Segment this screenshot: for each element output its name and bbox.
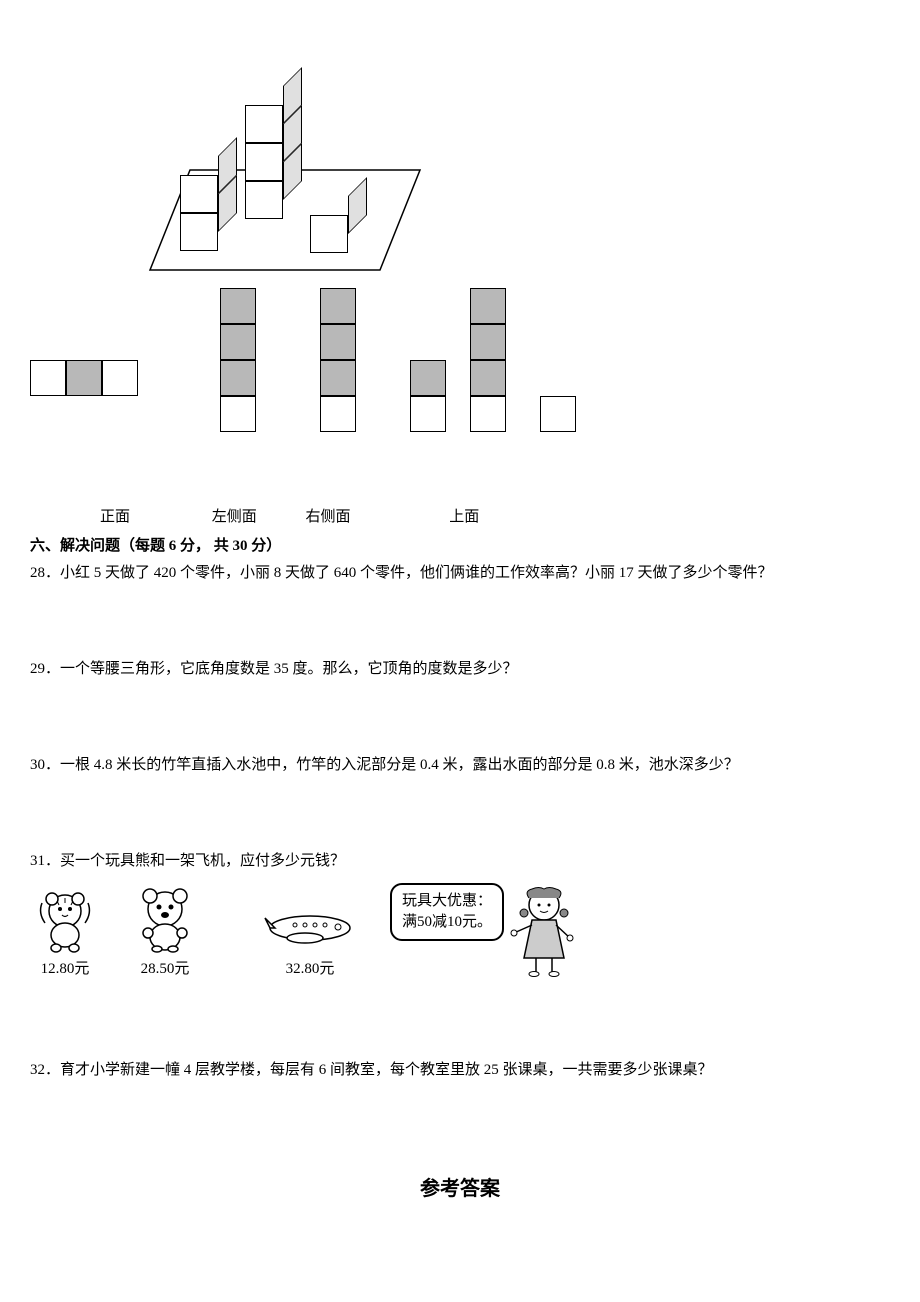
view-labels: 正面 左侧面 右侧面 上面: [100, 505, 890, 526]
question-29: 29．一个等腰三角形，它底角度数是 35 度。那么，它顶角的度数是多少？: [30, 657, 890, 681]
bear-icon: [130, 883, 200, 953]
question-32: 32．育才小学新建一幢 4 层教学楼，每层有 6 间教室，每个教室里放 25 张…: [30, 1058, 890, 1082]
plane-price: 32.80元: [286, 957, 335, 978]
toy-tiger: 12.80元: [30, 883, 100, 978]
toy-plane: 32.80元: [260, 903, 360, 978]
tiger-icon: [30, 883, 100, 953]
bear-price: 28.50元: [141, 957, 190, 978]
toy-row: 12.80元 28.50元 32.80元: [30, 883, 890, 978]
promo-group: 玩具大优惠： 满50减10元。: [390, 883, 584, 978]
tiger-price: 12.80元: [41, 957, 90, 978]
cube-figure: [30, 80, 590, 460]
plane-icon: [260, 903, 360, 953]
toy-bear: 28.50元: [130, 883, 200, 978]
question-30: 30．一根 4.8 米长的竹竿直插入水池中，竹竿的入泥部分是 0.4 米，露出水…: [30, 753, 890, 777]
promo-line2: 满50减10元。: [402, 912, 492, 933]
label-front: 正面: [100, 505, 130, 526]
answer-title: 参考答案: [30, 1172, 890, 1201]
label-left: 左侧面: [212, 505, 257, 526]
promo-line1: 玩具大优惠：: [402, 891, 492, 912]
label-top: 上面: [449, 505, 479, 526]
question-28: 28．小红 5 天做了 420 个零件，小丽 8 天做了 640 个零件，他们俩…: [30, 561, 890, 585]
label-right: 右侧面: [306, 505, 351, 526]
question-31: 31．买一个玩具熊和一架飞机，应付多少元钱？: [30, 849, 890, 873]
section-6-title: 六、解决问题（每题 6 分， 共 30 分）: [30, 534, 890, 555]
promo-bubble: 玩具大优惠： 满50减10元。: [390, 883, 504, 941]
girl-icon: [504, 883, 584, 978]
